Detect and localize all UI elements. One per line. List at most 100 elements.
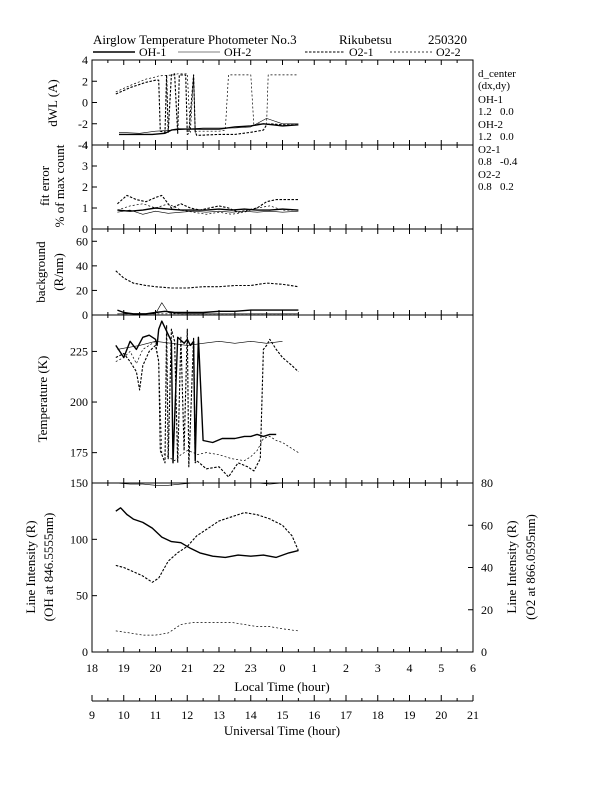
y-tick-label: 50 bbox=[76, 589, 88, 603]
legend-label-oh2: OH-2 bbox=[224, 45, 251, 59]
universal-time-tick-label: 15 bbox=[277, 708, 289, 722]
panel-frame bbox=[91, 144, 474, 230]
series-line-oh-1 bbox=[115, 507, 299, 559]
y-axis-label: dWL (A) bbox=[45, 79, 60, 127]
y-axis-label: (R/nm) bbox=[51, 253, 66, 291]
local-time-tick-label: 0 bbox=[280, 661, 286, 675]
side-info: d_center (dx,dy) OH-1 1.2 0.0 OH-2 1.2 0… bbox=[478, 68, 518, 193]
series-line-o2-1 bbox=[115, 324, 299, 478]
series-line-oh-1 bbox=[117, 207, 299, 212]
y-tick-label: 40 bbox=[76, 259, 88, 273]
panel-background: 60 40 20 0 background (R/nm) bbox=[33, 228, 474, 322]
series-line-o2-1 bbox=[115, 73, 299, 136]
series-line-oh-2 bbox=[118, 118, 299, 134]
y-tick-label: 0 bbox=[82, 222, 88, 236]
legend: OH-1 OH-2 O2-1 O2-2 bbox=[93, 45, 461, 59]
series-line-o2-1 bbox=[117, 194, 299, 213]
universal-time-tick-label: 12 bbox=[181, 708, 193, 722]
local-time-tick-label: 18 bbox=[86, 661, 98, 675]
y2-axis-label: (O2 at 866.0595nm) bbox=[523, 514, 538, 620]
universal-time-tick-label: 9 bbox=[89, 708, 95, 722]
y-axis-label: Temperature (K) bbox=[35, 356, 50, 443]
y-axis-label: % of max count bbox=[52, 144, 67, 227]
local-time-tick-label: 4 bbox=[407, 661, 413, 675]
universal-time-axis: 9 10 11 12 13 14 15 16 17 18 19 20 21 bbox=[89, 695, 479, 722]
side-info-value-o21: 0.8 -0.4 bbox=[478, 156, 518, 168]
y2-axis-label: Line Intensity (R) bbox=[504, 520, 519, 613]
y-tick-label: 4 bbox=[82, 53, 88, 67]
panel-frame bbox=[91, 314, 474, 484]
y-tick-label: 4 bbox=[82, 138, 88, 152]
chart-title-station: Rikubetsu bbox=[339, 32, 392, 47]
panel-frame bbox=[91, 482, 474, 653]
y-axis-label: background bbox=[33, 241, 48, 303]
local-time-label: Local Time (hour) bbox=[234, 679, 329, 694]
universal-time-tick-label: 11 bbox=[150, 708, 162, 722]
universal-time-tick-label: 21 bbox=[467, 708, 479, 722]
universal-time-tick-label: 17 bbox=[340, 708, 352, 722]
local-time-tick-label: 1 bbox=[311, 661, 317, 675]
local-time-tick-label: 3 bbox=[375, 661, 381, 675]
panel-fit_error: 4 3 2 1 0 fit error% of max count bbox=[37, 138, 474, 236]
universal-time-tick-label: 14 bbox=[245, 708, 257, 722]
side-info-header: d_center bbox=[478, 68, 516, 80]
universal-time-tick-label: 18 bbox=[372, 708, 384, 722]
y2-tick-label: 0 bbox=[481, 645, 487, 659]
y-tick-label: 0 bbox=[82, 96, 88, 110]
series-line-oh-1 bbox=[119, 123, 299, 136]
y-tick-label: 2 bbox=[82, 180, 88, 194]
local-time-tick-label: 22 bbox=[213, 661, 225, 675]
chart-title-instrument: Airglow Temperature Photometer No.3 bbox=[93, 32, 297, 47]
series-line-oh-2 bbox=[117, 340, 283, 350]
y2-tick-label: 40 bbox=[481, 561, 493, 575]
y-tick-label: 225 bbox=[70, 344, 88, 358]
series-line-o2-2 bbox=[115, 622, 299, 636]
y-axis-label: fit error bbox=[37, 165, 52, 206]
local-time-tick-label: 19 bbox=[118, 661, 130, 675]
universal-time-tick-label: 16 bbox=[308, 708, 320, 722]
local-time-axis: 18 19 20 21 22 23 0 1 2 3 4 5 6 bbox=[86, 661, 476, 675]
universal-time-tick-label: 20 bbox=[435, 708, 447, 722]
series-line-o2-2 bbox=[115, 340, 299, 462]
series-line-oh-1 bbox=[115, 320, 277, 464]
y2-tick-label: 60 bbox=[481, 518, 493, 532]
side-info-name-o21: O2-1 bbox=[478, 144, 501, 156]
side-info-name-oh1: OH-1 bbox=[478, 94, 503, 106]
local-time-tick-label: 20 bbox=[150, 661, 162, 675]
series-line-o2-2 bbox=[117, 203, 299, 215]
panel-frame bbox=[91, 228, 474, 316]
y-tick-label: -2 bbox=[78, 117, 88, 131]
y-tick-label: 150 bbox=[70, 476, 88, 490]
series-line-o2-1 bbox=[115, 512, 299, 583]
universal-time-tick-label: 19 bbox=[404, 708, 416, 722]
y2-tick-label: 20 bbox=[481, 603, 493, 617]
series-line-oh-1 bbox=[117, 309, 299, 315]
y-tick-label: 0 bbox=[82, 308, 88, 322]
y-tick-label: 200 bbox=[70, 395, 88, 409]
legend-label-o21: O2-1 bbox=[349, 45, 374, 59]
local-time-tick-label: 21 bbox=[181, 661, 193, 675]
y2-tick-label: 80 bbox=[481, 476, 493, 490]
local-time-tick-label: 5 bbox=[438, 661, 444, 675]
y-axis-label: Line Intensity (R) bbox=[23, 520, 38, 613]
local-time-tick-label: 6 bbox=[470, 661, 476, 675]
y-tick-label: 100 bbox=[70, 532, 88, 546]
y-tick-label: 60 bbox=[76, 234, 88, 248]
series-line-o2-1 bbox=[115, 270, 299, 289]
side-info-name-oh2: OH-2 bbox=[478, 119, 503, 131]
panel-dwl: 4 2 0 -2 -4 dWL (A) bbox=[45, 53, 474, 152]
y-tick-label: 20 bbox=[76, 283, 88, 297]
y-tick-label: 3 bbox=[82, 159, 88, 173]
universal-time-tick-label: 13 bbox=[213, 708, 225, 722]
side-info-name-o22: O2-2 bbox=[478, 169, 501, 181]
series-line-o2-2 bbox=[115, 73, 299, 133]
legend-label-oh1: OH-1 bbox=[139, 45, 166, 59]
side-info-value-oh2: 1.2 0.0 bbox=[478, 131, 514, 143]
universal-time-label: Universal Time (hour) bbox=[224, 723, 340, 738]
y-tick-label: 0 bbox=[82, 645, 88, 659]
y-tick-label: 2 bbox=[82, 74, 88, 88]
legend-label-o22: O2-2 bbox=[436, 45, 461, 59]
